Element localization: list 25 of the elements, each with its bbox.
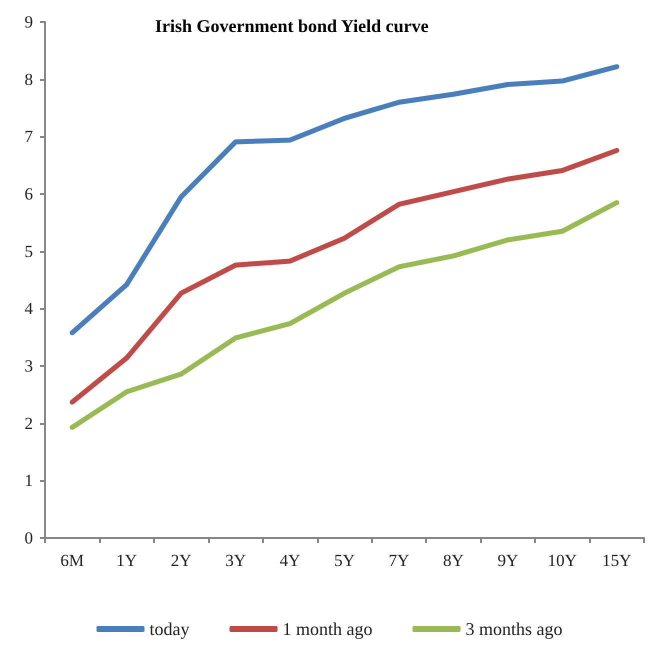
x-tick-label: 8Y [443,551,464,570]
y-tick-label: 1 [24,471,33,490]
legend-label: 1 month ago [282,619,372,639]
legend-label: today [150,619,190,639]
x-tick-label: 1Y [116,551,138,570]
x-tick-label: 6M [60,551,84,570]
y-tick-label: 8 [24,70,33,89]
y-tick-label: 6 [24,184,33,204]
x-tick-label: 7Y [388,551,410,570]
x-tick-label: 2Y [170,551,192,570]
y-tick-label: 4 [24,299,34,318]
x-tick-label: 3Y [225,551,246,570]
y-tick-label: 3 [24,356,33,376]
x-tick-label: 10Y [548,551,577,570]
y-tick-label: 7 [24,127,34,146]
x-tick-label: 5Y [334,551,355,570]
y-tick-label: 9 [24,12,33,32]
x-tick-label: 9Y [497,551,518,570]
y-tick-label: 2 [24,414,33,433]
chart-title: Irish Government bond Yield curve [155,16,429,36]
y-tick-label: 0 [24,528,33,548]
x-tick-label: 15Y [602,551,632,570]
x-tick-label: 4Y [280,551,300,570]
legend-label: 3 months ago [465,619,562,639]
y-tick-label: 5 [24,242,33,261]
